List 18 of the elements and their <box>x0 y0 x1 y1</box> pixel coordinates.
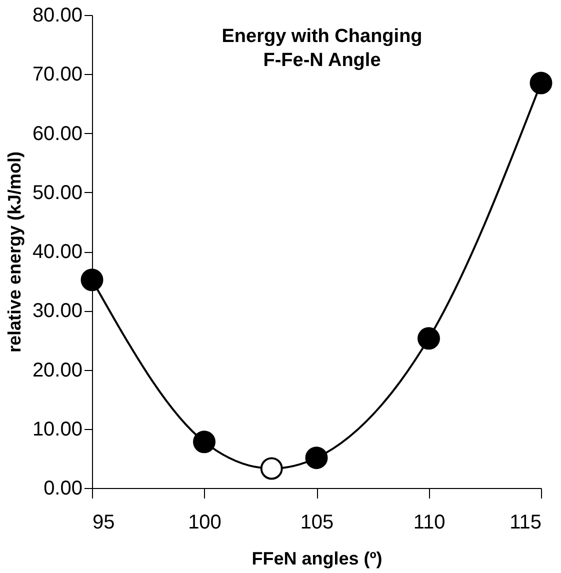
text: F-Fe-N Angle <box>263 50 381 71</box>
x-tick-label: 95 <box>92 512 115 534</box>
y-tick-label: 30.00 <box>32 300 82 322</box>
x-tick-label: 115 <box>510 512 542 534</box>
y-tick-label: 80.00 <box>32 4 82 26</box>
y-tick-label: 10.00 <box>32 418 82 440</box>
x-tick-label: 110 <box>413 512 446 534</box>
y-tick-label: 40.00 <box>32 241 82 263</box>
x-tick-label: 100 <box>188 512 222 534</box>
y-axis-title: relative energy (kJ/mol) <box>4 151 24 353</box>
y-tick-label: 50.00 <box>32 182 82 204</box>
y-tick-label: 0.00 <box>44 478 82 500</box>
text: Energy with Changing <box>222 26 422 47</box>
y-tick-label: 60.00 <box>32 122 82 145</box>
x-tick-label: 105 <box>300 512 334 534</box>
y-tick-label: 20.00 <box>32 359 82 382</box>
y-tick-label: 70.00 <box>32 64 82 86</box>
x-axis-title: FFeN angles (º) <box>252 548 382 568</box>
